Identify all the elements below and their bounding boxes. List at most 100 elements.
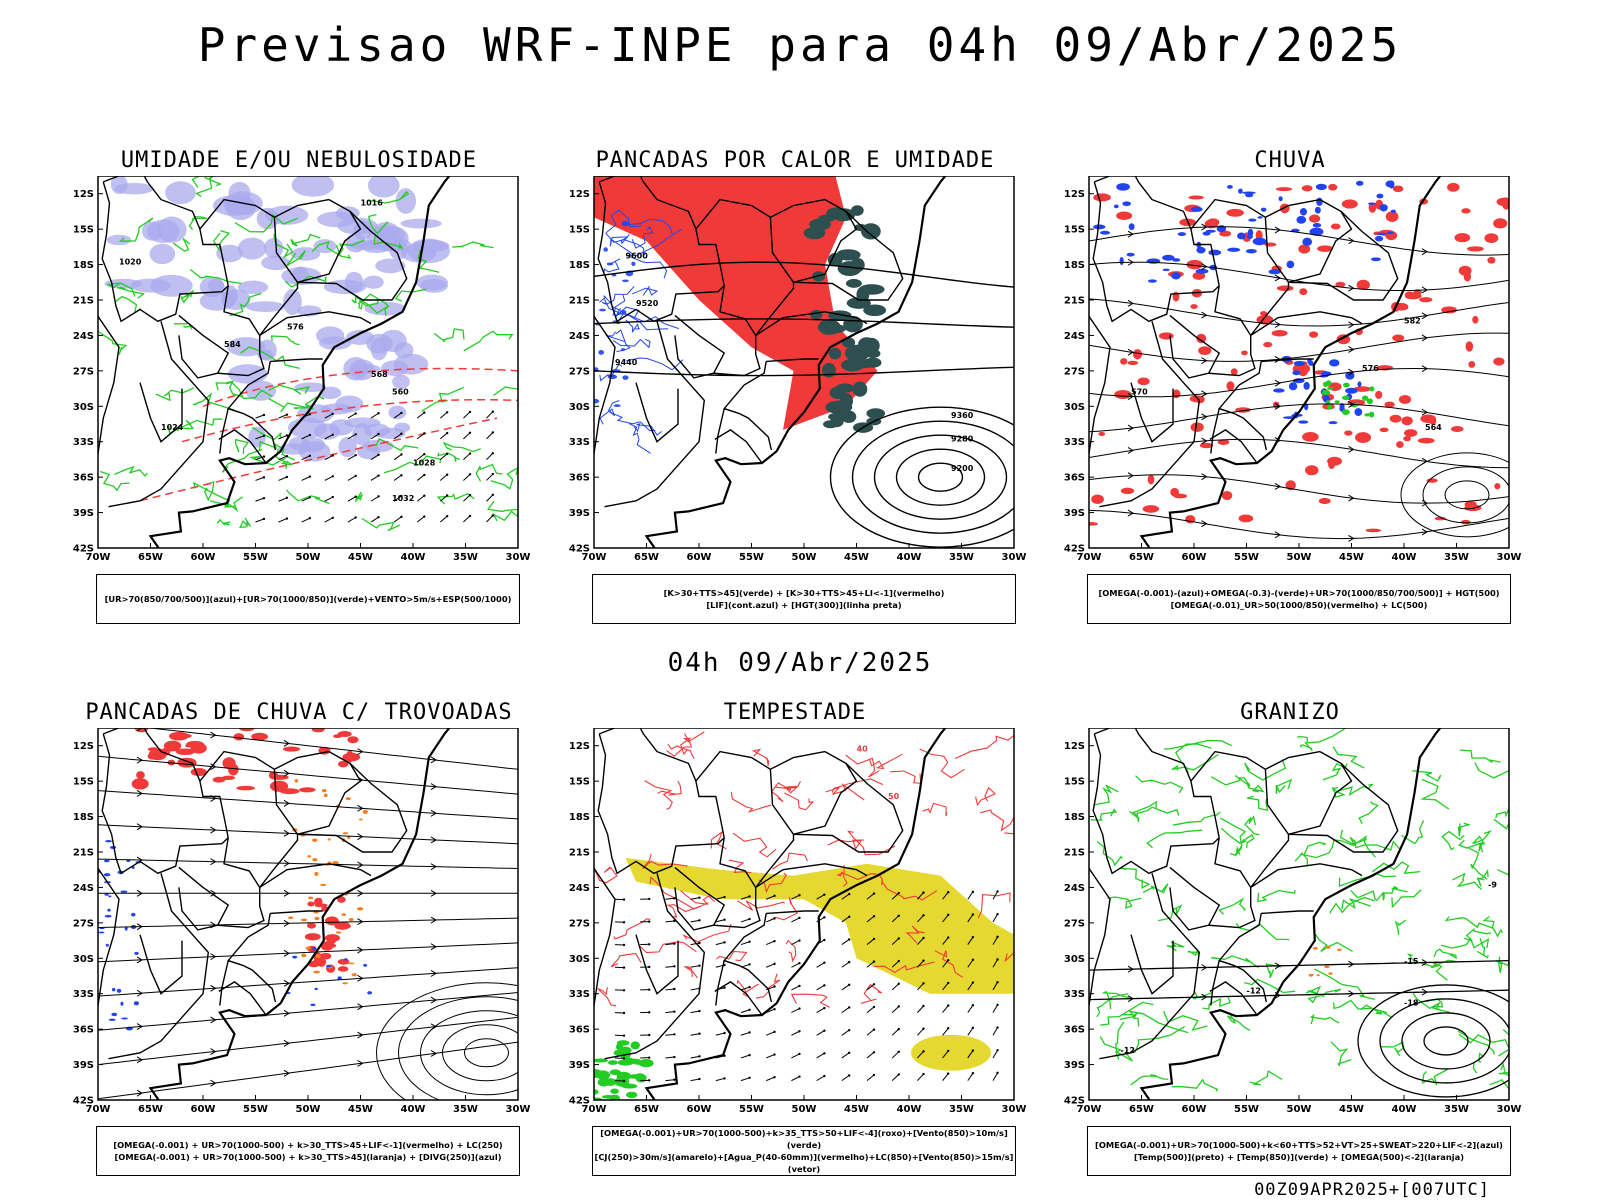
wind-vector-head (468, 452, 472, 455)
wind-vector (841, 1052, 850, 1059)
precip-water-contour (954, 734, 1014, 760)
precip-water-contour (666, 731, 705, 757)
lif-contour (609, 411, 656, 432)
wind-vector (255, 435, 265, 440)
rain-blue (1245, 248, 1257, 254)
wind-vector-head (698, 896, 701, 899)
rain-blue (1273, 388, 1285, 393)
rain-blue (1190, 206, 1203, 212)
divergence-blue (312, 946, 317, 951)
streamline-arrow (1127, 230, 1134, 238)
rain-blue (1374, 235, 1384, 242)
lat-label: 36S (569, 473, 590, 484)
border-line (1130, 382, 1174, 443)
humidity-shade (319, 386, 342, 400)
temp850-contour (1096, 841, 1123, 867)
wind-vector-head (723, 941, 726, 944)
wind-vector (816, 1052, 825, 1059)
wind-vector (324, 517, 334, 523)
wind-vector (715, 1032, 725, 1036)
map-plot: 1016 1020 1024 1028 1032 584 576 568 560 12S 15S 18… (73, 176, 530, 563)
humidity-contour (172, 419, 195, 432)
streamline-arrow (1421, 248, 1428, 256)
pressure-contour (851, 420, 1014, 534)
rain-red (1330, 223, 1341, 230)
legend-line: [LIF](cont.azul) + [HGT(300)](linha pret… (706, 600, 902, 610)
precip-water-contour (977, 892, 1011, 919)
wind-vector-head (971, 1026, 975, 1030)
temp850-contour (1257, 889, 1296, 903)
humidity-contour (195, 176, 222, 198)
omega-orange (1316, 974, 1320, 977)
lif-contour (612, 338, 651, 349)
temp850-contour (1100, 1001, 1154, 1026)
lon-label: 70W (1077, 552, 1102, 563)
temp850-contour (1294, 840, 1335, 862)
border-line (674, 887, 714, 931)
thunder-orange (314, 871, 319, 876)
border-line (1094, 728, 1220, 838)
legend-line: [OMEGA(-0.001)+UR>70(1000-500)+k>35_TTS>… (600, 1128, 1008, 1150)
wind-vector (816, 1030, 825, 1036)
wind-vector-head (847, 1074, 851, 1077)
wind-vector-head (698, 941, 701, 945)
wind-vector-head (647, 1011, 651, 1014)
wind-vector (766, 940, 775, 946)
humidity-shade (388, 405, 407, 420)
wind-vector (347, 433, 356, 440)
rain-red (1384, 401, 1395, 408)
rain-red (1263, 341, 1273, 348)
streamline-arrow (430, 1050, 437, 1057)
streamline-arrow (210, 953, 217, 961)
rain-red (1450, 425, 1464, 433)
wind-vector (942, 1073, 949, 1081)
humidity-contour (361, 517, 401, 532)
streamline-arrow (1201, 520, 1208, 528)
wind-vector-head (622, 966, 626, 969)
rain-blue (1278, 196, 1283, 202)
temp850-contour (1134, 1025, 1186, 1053)
border-line (715, 408, 725, 454)
humidity-contour (193, 481, 236, 508)
streamline-arrow (210, 889, 217, 897)
rain-red (1426, 478, 1438, 483)
temp850-contour (1303, 841, 1326, 867)
rain-blue (1128, 223, 1135, 231)
thunder-red (347, 736, 359, 744)
lon-label: 40W (1392, 552, 1417, 563)
precip-water-contour (752, 748, 770, 767)
rain-red (1192, 271, 1206, 280)
contour-label: 568 (371, 370, 388, 379)
lat-label: 15S (569, 777, 590, 788)
lon-label: 50W (1287, 1104, 1312, 1115)
streamline (98, 1041, 518, 1100)
temp850-contour (1440, 937, 1490, 949)
humidity-shade (104, 278, 143, 289)
wind-vector-head (922, 914, 925, 917)
wind-vector-head (897, 891, 900, 895)
humidity-shade (416, 274, 449, 291)
precip-water-contour (873, 961, 935, 974)
rain-red (1344, 430, 1353, 436)
hgt-contour (594, 261, 1014, 288)
rain-blue (1386, 231, 1394, 235)
temp850-contour (1441, 830, 1465, 851)
rain-green (1322, 381, 1329, 386)
temp850-contour (1314, 968, 1376, 1001)
rain-blue (1370, 257, 1381, 262)
wind-vector-head (308, 517, 312, 520)
humidity-contour (216, 518, 231, 526)
wind-vector-head (285, 455, 289, 458)
temp850-contour (1401, 820, 1425, 844)
wind-vector-head (400, 515, 403, 519)
rain-red (1401, 416, 1413, 426)
wind-vector (740, 1077, 750, 1082)
wind-vector (841, 961, 850, 968)
humidity-shade (366, 333, 393, 354)
border-line (604, 321, 706, 508)
streamline-arrow (1201, 357, 1208, 365)
omega-orange (1324, 965, 1330, 969)
rain-blue (1298, 420, 1309, 424)
humidity-shade (291, 176, 335, 197)
divergence-blue (108, 1018, 116, 1022)
